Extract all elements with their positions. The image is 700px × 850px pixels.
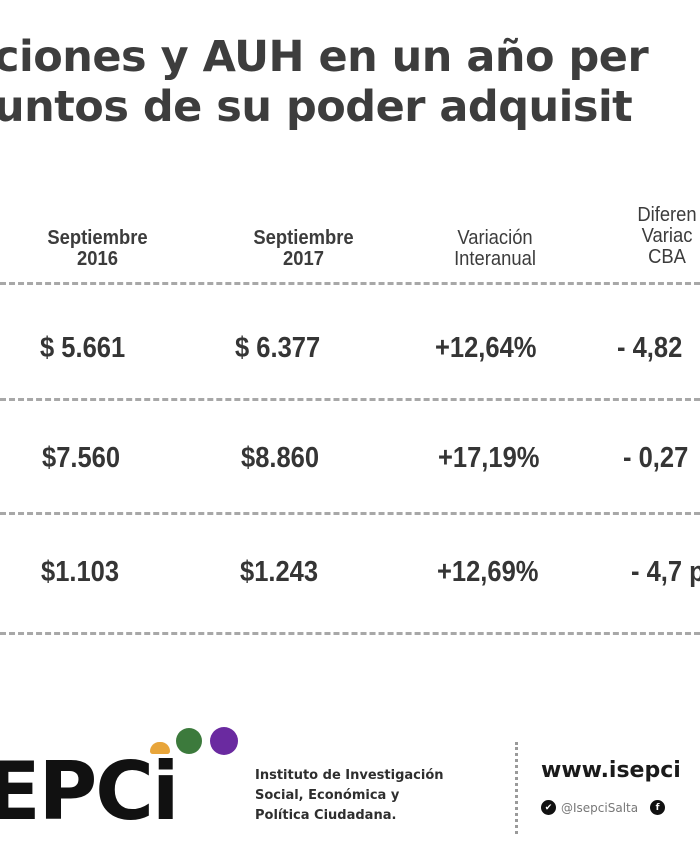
infographic-title: ciones y AUH en un año per untos de su p… <box>0 32 700 132</box>
row2-sep2017: $8.860 <box>241 442 320 474</box>
footer-divider <box>515 742 518 834</box>
header-sep-2017: Septiembre 2017 <box>253 227 354 270</box>
twitter-handle[interactable]: @IsepciSalta <box>561 800 639 815</box>
row3-sep2017: $1.243 <box>240 556 319 588</box>
logo-orange-shape-icon <box>150 742 170 754</box>
divider-row3 <box>0 632 700 635</box>
logo-purple-circle-icon <box>210 727 238 755</box>
row3-sep2016: $1.103 <box>41 556 120 588</box>
logo-green-shape-icon <box>176 728 202 754</box>
row1-sep2017: $ 6.377 <box>235 332 321 364</box>
row1-variacion: +12,64% <box>435 332 537 364</box>
divider-header <box>0 282 700 285</box>
divider-row1 <box>0 398 700 401</box>
header-sep-2016: Septiembre 2016 <box>47 227 148 270</box>
isepci-logo-text: EPCi <box>0 745 179 838</box>
facebook-icon[interactable]: f <box>650 800 666 815</box>
header-variacion-interanual: Variación Interanual <box>454 227 536 270</box>
row3-variacion: +12,69% <box>437 556 539 588</box>
row2-sep2016: $7.560 <box>42 442 121 474</box>
institute-name: Instituto de Investigación Social, Econó… <box>255 768 444 823</box>
row3-diferencia: - 4,7 p <box>631 556 700 588</box>
title-line-2: untos de su poder adquisit <box>0 82 633 132</box>
row2-variacion: +17,19% <box>438 442 540 474</box>
website-link[interactable]: www.isepci <box>541 758 681 783</box>
divider-row2 <box>0 512 700 515</box>
twitter-icon[interactable]: ✔ <box>541 800 556 815</box>
social-links: ✔ @IsepciSalta f <box>541 800 670 815</box>
title-line-1: ciones y AUH en un año per <box>0 32 649 82</box>
row2-diferencia: - 0,27 <box>623 442 689 474</box>
row1-sep2016: $ 5.661 <box>40 332 126 364</box>
header-diferencia-cba: Diferen Variac CBA <box>637 204 697 268</box>
row1-diferencia: - 4,82 <box>617 332 683 364</box>
